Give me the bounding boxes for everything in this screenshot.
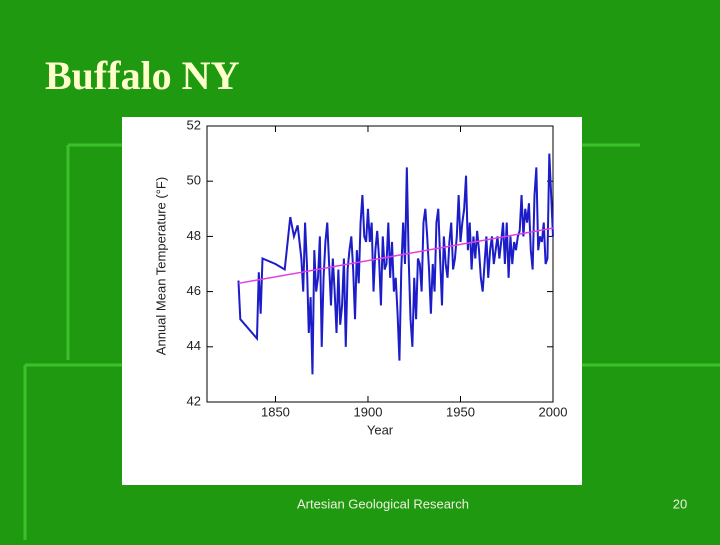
y-tick-label: 46 (187, 283, 201, 298)
x-axis-label: Year (367, 422, 394, 437)
x-tick-label: 1900 (354, 404, 383, 419)
y-tick-label: 44 (187, 338, 201, 353)
y-tick-label: 48 (187, 228, 201, 243)
x-tick-label: 1950 (446, 404, 475, 419)
x-tick-label: 1850 (261, 404, 290, 419)
y-tick-label: 42 (187, 393, 201, 408)
slide-title: Buffalo NY (45, 53, 240, 98)
y-tick-label: 50 (187, 173, 201, 188)
x-tick-label: 2000 (539, 404, 568, 419)
y-axis-label: Annual Mean Temperature (°F) (153, 177, 168, 355)
footer: Artesian Geological Research (297, 496, 469, 511)
plot-frame (206, 125, 554, 403)
chart: 42 44 46 48 50 52 1850 1900 1950 2000 Year Annual M… (153, 117, 567, 437)
page-number: 20 (673, 496, 687, 511)
chart-panel (122, 117, 582, 485)
data-line (238, 227, 554, 285)
data-line (237, 153, 554, 375)
y-tick-label: 52 (187, 117, 201, 132)
